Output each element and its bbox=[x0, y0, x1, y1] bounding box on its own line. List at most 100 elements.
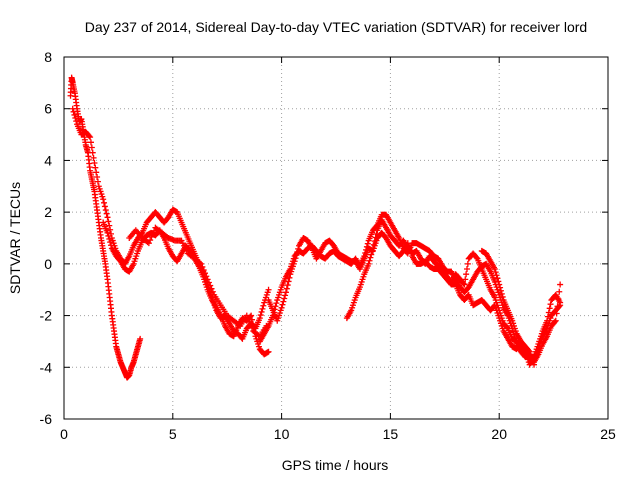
data-point bbox=[105, 218, 112, 225]
data-point bbox=[473, 254, 480, 261]
data-point bbox=[371, 238, 378, 245]
data-point bbox=[258, 308, 265, 315]
data-point bbox=[70, 108, 77, 115]
data-point bbox=[199, 263, 206, 270]
data-point bbox=[551, 318, 558, 325]
y-tick-label: 0 bbox=[44, 256, 52, 272]
data-point bbox=[368, 251, 375, 258]
data-point bbox=[373, 230, 380, 237]
data-point bbox=[246, 318, 253, 325]
data-point bbox=[557, 281, 564, 288]
data-point bbox=[92, 164, 99, 171]
data-point bbox=[463, 271, 470, 278]
data-point bbox=[107, 239, 114, 246]
data-point bbox=[259, 305, 266, 312]
data-point bbox=[265, 348, 272, 355]
y-tick-label: 2 bbox=[44, 204, 52, 220]
data-point bbox=[205, 279, 212, 286]
axis-ticks bbox=[63, 56, 609, 420]
data-point bbox=[493, 272, 500, 279]
data-points bbox=[67, 74, 564, 381]
data-point bbox=[295, 245, 302, 252]
data-point bbox=[293, 252, 300, 259]
x-tick-label: 5 bbox=[169, 426, 177, 442]
data-point bbox=[499, 293, 506, 300]
data-point bbox=[496, 281, 503, 288]
data-point bbox=[209, 288, 216, 295]
data-point bbox=[369, 248, 376, 255]
data-point bbox=[260, 302, 267, 309]
data-point bbox=[372, 234, 379, 241]
data-point bbox=[531, 361, 538, 368]
data-point bbox=[552, 317, 559, 324]
data-point bbox=[273, 300, 280, 307]
data-point bbox=[137, 335, 144, 342]
data-point bbox=[100, 196, 107, 203]
data-point bbox=[464, 260, 471, 267]
data-point bbox=[245, 315, 252, 322]
data-point bbox=[461, 281, 468, 288]
data-point bbox=[207, 282, 214, 289]
data-point bbox=[280, 298, 287, 305]
data-point bbox=[292, 255, 299, 262]
series-trace-b bbox=[69, 105, 272, 342]
data-point bbox=[556, 288, 563, 295]
chart-title: Day 237 of 2014, Sidereal Day-to-day VTE… bbox=[85, 19, 587, 35]
data-point bbox=[87, 134, 94, 141]
data-point bbox=[282, 289, 289, 296]
data-point bbox=[204, 276, 211, 283]
data-point bbox=[94, 178, 101, 185]
data-point bbox=[72, 115, 79, 122]
data-point bbox=[547, 301, 554, 308]
series-trace-d bbox=[126, 224, 270, 340]
x-tick-label: 20 bbox=[491, 426, 507, 442]
data-point bbox=[491, 266, 498, 273]
plot-frame bbox=[63, 56, 609, 420]
data-point bbox=[294, 248, 301, 255]
data-point bbox=[279, 301, 286, 308]
data-point bbox=[102, 207, 109, 214]
data-point bbox=[498, 290, 505, 297]
data-point bbox=[495, 278, 502, 285]
data-point bbox=[105, 232, 112, 239]
grid-lines bbox=[64, 57, 608, 419]
data-point bbox=[553, 310, 560, 317]
data-point bbox=[370, 241, 377, 248]
data-point bbox=[492, 269, 499, 276]
data-point bbox=[257, 312, 264, 319]
x-tick-label: 0 bbox=[60, 426, 68, 442]
data-point bbox=[247, 321, 254, 328]
data-point bbox=[101, 203, 108, 210]
data-point bbox=[90, 154, 97, 161]
data-point bbox=[104, 229, 111, 236]
data-point bbox=[554, 303, 561, 310]
data-point bbox=[463, 266, 470, 273]
data-point bbox=[147, 237, 154, 244]
series-trace-h bbox=[478, 247, 538, 368]
data-point bbox=[88, 144, 95, 151]
x-axis-label: GPS time / hours bbox=[282, 457, 389, 473]
data-point bbox=[145, 240, 152, 247]
data-point bbox=[364, 240, 371, 247]
data-point bbox=[369, 245, 376, 252]
data-point bbox=[365, 260, 372, 267]
data-point bbox=[71, 111, 78, 118]
data-point bbox=[256, 315, 263, 322]
data-point bbox=[202, 270, 209, 277]
data-point bbox=[286, 274, 293, 281]
data-point bbox=[200, 267, 207, 274]
data-point bbox=[285, 278, 292, 285]
data-point bbox=[108, 242, 115, 249]
data-point bbox=[525, 347, 532, 354]
data-point bbox=[208, 285, 215, 292]
data-point bbox=[148, 233, 155, 240]
data-point bbox=[504, 324, 511, 331]
data-point bbox=[104, 214, 111, 221]
data-point bbox=[497, 287, 504, 294]
data-point bbox=[91, 160, 98, 167]
data-point bbox=[460, 280, 467, 287]
data-point bbox=[87, 139, 94, 146]
series-trace-g bbox=[343, 216, 564, 368]
data-point bbox=[107, 226, 114, 233]
